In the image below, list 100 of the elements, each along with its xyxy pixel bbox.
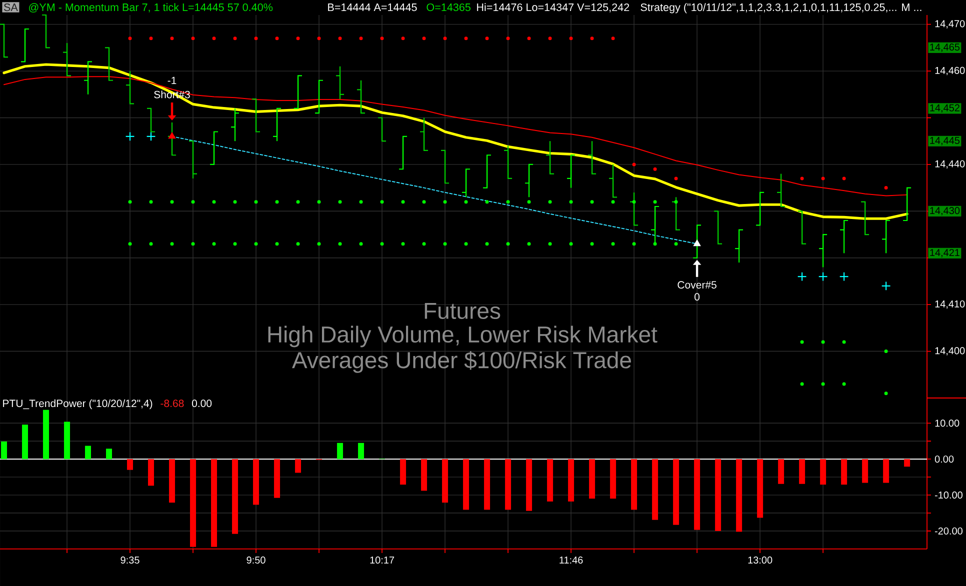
- bar: [841, 459, 848, 485]
- point: [191, 36, 195, 40]
- point: [632, 162, 636, 166]
- point: [884, 392, 888, 396]
- point: [884, 186, 888, 190]
- point: [821, 382, 825, 386]
- point: [884, 350, 888, 354]
- candlestick: [714, 210, 723, 244]
- point: [821, 176, 825, 180]
- y-tick-label: 10.00: [935, 420, 960, 427]
- candlestick: [230, 108, 240, 142]
- candlestick: [83, 61, 93, 95]
- point: [674, 200, 678, 204]
- point: [548, 36, 552, 40]
- point: [527, 200, 531, 204]
- point: [818, 272, 828, 282]
- candlestick: [209, 131, 219, 166]
- candlestick: [587, 140, 597, 174]
- bar: [652, 459, 658, 520]
- candlestick: [356, 80, 366, 114]
- point: [359, 36, 363, 40]
- point: [296, 36, 300, 40]
- y-tick-label: 14,470: [935, 20, 965, 28]
- point: [296, 200, 300, 204]
- point: [233, 242, 237, 246]
- bar: [64, 422, 70, 460]
- y-tick-label: 14,440: [935, 160, 965, 169]
- point: [800, 176, 804, 180]
- point: [842, 382, 846, 386]
- point: [275, 242, 279, 246]
- candlestick: [377, 117, 387, 142]
- candlestick: [20, 28, 30, 62]
- point: [485, 200, 489, 204]
- point: [842, 340, 846, 344]
- point: [485, 36, 489, 40]
- point: [611, 200, 615, 204]
- candlestick: [62, 42, 72, 76]
- bar: [463, 459, 470, 510]
- point: [338, 242, 342, 246]
- point: [401, 242, 405, 246]
- text: @YM - Momentum Bar 7, 1 tick L=14445 57 0.40%: [29, 3, 273, 12]
- candlestick: [608, 164, 618, 198]
- text: Hi=14476 Lo=14347 V=125,242: [477, 3, 630, 12]
- point: [317, 242, 321, 246]
- candlestick: [524, 164, 534, 198]
- point: [653, 200, 657, 204]
- bar: [715, 459, 722, 532]
- bar: [757, 459, 764, 518]
- bar: [1, 441, 8, 460]
- bar: [505, 459, 512, 510]
- bar: [85, 446, 92, 460]
- text: SA: [4, 3, 18, 12]
- annotation: 14,452: [930, 104, 960, 113]
- point: [632, 200, 636, 204]
- bar: [631, 459, 638, 510]
- candlestick: [125, 70, 135, 104]
- bar: [526, 459, 532, 511]
- point: [212, 242, 216, 246]
- bar: [673, 459, 680, 525]
- point: [380, 242, 384, 246]
- point: [842, 176, 846, 180]
- candlestick: [167, 122, 177, 156]
- point: [464, 36, 468, 40]
- point: [632, 242, 636, 246]
- bar: [421, 459, 428, 491]
- candlestick: [188, 140, 198, 180]
- candlestick: [566, 154, 576, 188]
- bar: [694, 459, 700, 530]
- bar: [253, 459, 260, 505]
- candlestick: [798, 210, 807, 244]
- candlestick: [251, 98, 261, 132]
- point: [548, 200, 552, 204]
- point: [800, 382, 804, 386]
- x-tick-label: 10:17: [370, 556, 394, 564]
- bar: [799, 459, 806, 484]
- x-tick-label: 11:46: [560, 556, 583, 564]
- text: Futures: [424, 302, 500, 320]
- y-tick-label: 14,410: [935, 300, 965, 309]
- point: [506, 200, 510, 204]
- candlestick: [840, 220, 849, 254]
- point: [191, 242, 195, 246]
- point: [149, 200, 153, 204]
- y-tick-label: 14,460: [935, 66, 965, 76]
- candlestick: [314, 80, 324, 114]
- point: [146, 132, 156, 142]
- point: [317, 200, 321, 204]
- bar: [127, 459, 134, 470]
- point: [128, 200, 132, 204]
- bar: [547, 459, 554, 502]
- bar: [295, 459, 302, 473]
- point: [317, 36, 321, 40]
- point: [821, 340, 825, 344]
- candlestick: [629, 192, 639, 226]
- bar: [883, 459, 890, 483]
- text: B=14444 A=14445: [328, 4, 417, 12]
- point: [170, 36, 174, 40]
- point: [149, 36, 153, 40]
- point: [653, 242, 657, 246]
- point: [338, 36, 342, 40]
- point: [380, 200, 384, 204]
